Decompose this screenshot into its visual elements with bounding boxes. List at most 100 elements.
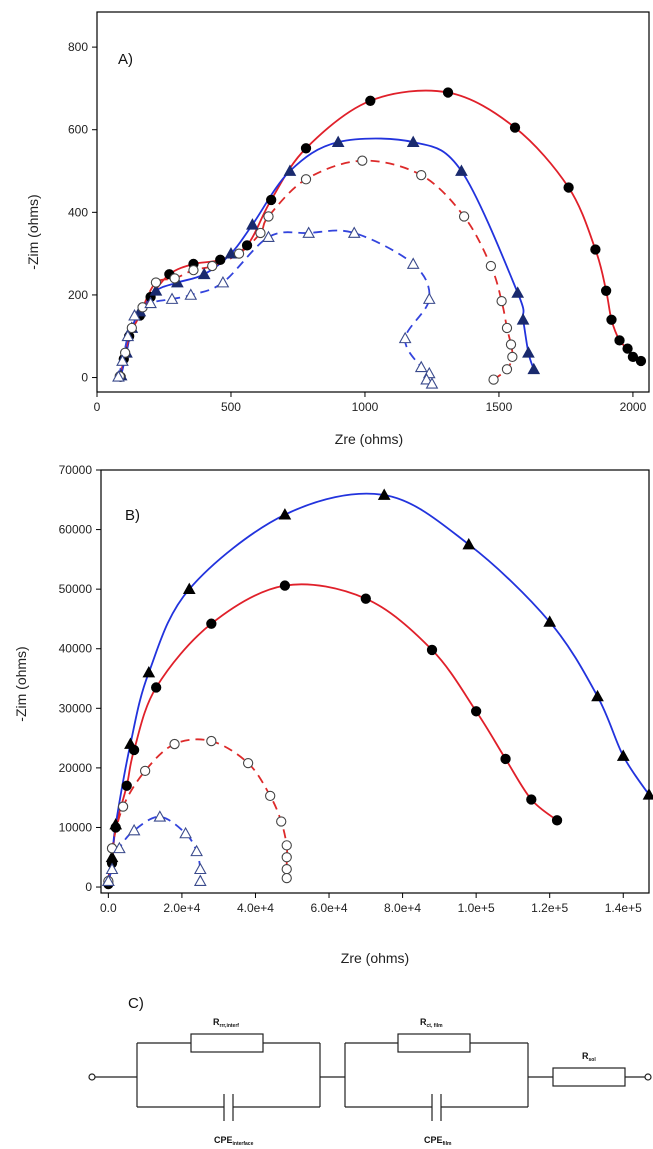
- data-point-filled-circle: [627, 351, 639, 363]
- data-point-filled-circle: [614, 335, 625, 346]
- x-tick-label: 2000: [620, 400, 647, 414]
- data-point-open-circle: [357, 155, 368, 166]
- y-tick-label: 0: [85, 880, 92, 894]
- panel-a-chart: A) Zre (ohms) -Zim (ohms) 0 500 1000 1500 20…: [25, 11, 650, 447]
- data-point-filled-circle: [500, 753, 511, 765]
- cpe2-label: CPEfilm: [424, 1135, 452, 1147]
- x-tick-label: 1.4e+5: [605, 901, 642, 915]
- x-tick-label: 1500: [486, 400, 513, 414]
- data-point-filled-circle: [426, 644, 438, 656]
- y-tick-label: 50000: [59, 582, 93, 596]
- y-tick-label: 0: [81, 371, 88, 385]
- data-point-filled-triangle: [406, 135, 420, 147]
- r3-label: Rsol: [582, 1051, 596, 1063]
- resistor-film: [397, 1033, 471, 1053]
- data-point-filled-circle: [241, 240, 253, 251]
- data-point-filled-triangle: [105, 850, 119, 863]
- data-point-filled-circle: [360, 593, 371, 604]
- data-point-open-triangle: [425, 377, 439, 389]
- data-point-open-circle: [119, 347, 131, 358]
- data-point-open-triangle: [302, 226, 316, 238]
- r3-label-sub: sol: [589, 1057, 597, 1063]
- data-point-filled-triangle: [522, 346, 535, 358]
- data-point-open-circle: [126, 322, 137, 334]
- data-point-filled-circle: [442, 87, 454, 98]
- r3-label-main: R: [582, 1051, 589, 1061]
- data-point-open-circle: [281, 864, 292, 875]
- data-point-filled-triangle: [246, 218, 259, 230]
- data-point-open-circle: [206, 735, 217, 747]
- data-point-open-circle: [507, 351, 518, 363]
- data-point-open-triangle: [184, 288, 198, 300]
- y-tick-label: 600: [68, 123, 88, 137]
- resistor-solution: [552, 1067, 626, 1087]
- data-point-filled-circle: [606, 314, 617, 325]
- data-point-open-circle: [488, 374, 499, 385]
- x-tick-label: 1.0e+5: [458, 901, 495, 915]
- data-point-filled-circle: [590, 244, 601, 255]
- y-tick-label: 200: [68, 288, 88, 302]
- cpe1-label: CPEinterface: [214, 1135, 254, 1147]
- parallel-block-film: [344, 1033, 529, 1121]
- panel-b-frame: [100, 469, 650, 894]
- fit-curve-open-circle: [118, 159, 514, 381]
- data-point-filled-triangle: [278, 508, 292, 520]
- fit-curve-filled-circle: [107, 583, 558, 885]
- data-point-filled-triangle: [149, 284, 163, 296]
- resistor-interface: [190, 1033, 264, 1053]
- data-point-open-triangle: [414, 360, 428, 373]
- data-point-open-circle: [501, 364, 513, 375]
- data-point-filled-circle: [563, 182, 574, 193]
- data-point-open-triangle: [216, 276, 230, 288]
- data-point-open-circle: [276, 816, 287, 827]
- data-point-open-triangle: [262, 230, 275, 242]
- data-point-open-circle: [281, 840, 292, 851]
- data-point-open-circle: [501, 322, 513, 334]
- data-point-open-circle: [117, 801, 129, 812]
- data-point-filled-circle: [121, 780, 132, 791]
- data-point-open-triangle: [420, 373, 433, 385]
- data-point-open-circle: [169, 273, 180, 284]
- data-point-open-triangle: [153, 810, 167, 822]
- data-point-filled-triangle: [516, 313, 530, 325]
- y-tick-label: 10000: [59, 820, 93, 834]
- data-point-filled-triangle: [182, 582, 196, 595]
- x-tick-label: 0.0: [100, 901, 117, 915]
- y-tick-label: 30000: [59, 701, 93, 715]
- panel-b-label: B): [125, 507, 140, 524]
- data-point-open-triangle: [165, 292, 179, 304]
- data-point-filled-triangle: [462, 537, 476, 550]
- panel-a-frame: [96, 11, 650, 393]
- fit-curve-filled-triangle: [120, 137, 535, 376]
- x-tick-label: 0: [94, 400, 101, 414]
- data-point-filled-circle: [365, 95, 376, 106]
- data-point-filled-triangle: [224, 247, 238, 259]
- data-point-open-triangle: [128, 309, 141, 321]
- terminal-right: [644, 1073, 652, 1081]
- data-point-open-circle: [188, 265, 199, 276]
- data-point-filled-circle: [215, 254, 226, 265]
- data-point-open-circle: [496, 295, 507, 307]
- y-tick-label: 800: [68, 40, 88, 54]
- data-point-open-circle: [485, 260, 497, 272]
- data-point-open-triangle: [422, 292, 436, 304]
- data-point-open-circle: [416, 170, 427, 181]
- data-point-open-triangle: [190, 844, 203, 857]
- x-tick-label: 500: [221, 400, 241, 414]
- data-point-filled-circle: [551, 815, 563, 826]
- data-point-open-circle: [458, 211, 470, 222]
- x-tick-label: 2.0e+4: [163, 901, 200, 915]
- data-point-open-circle: [300, 174, 312, 185]
- data-point-filled-triangle: [331, 135, 345, 147]
- parallel-block-interface: [136, 1033, 321, 1121]
- cpe2-label-main: CPE: [424, 1135, 443, 1145]
- panel-b-xlabel: Zre (ohms): [341, 950, 409, 966]
- data-point-open-triangle: [406, 257, 420, 269]
- data-point-open-circle: [150, 277, 162, 288]
- data-point-filled-triangle: [124, 737, 137, 749]
- data-point-open-triangle: [121, 329, 135, 342]
- data-point-filled-circle: [279, 580, 291, 591]
- data-point-filled-circle: [600, 285, 612, 296]
- data-point-open-circle: [263, 211, 274, 222]
